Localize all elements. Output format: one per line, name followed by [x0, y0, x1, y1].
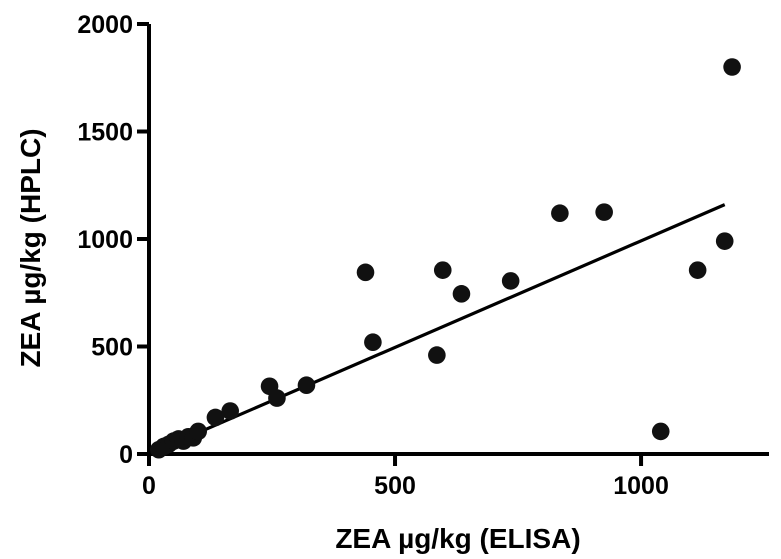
data-point	[501, 272, 520, 290]
data-point	[428, 346, 446, 364]
data-point	[715, 232, 734, 250]
data-point	[206, 408, 225, 427]
x-axis-ticks: 0 500 1000	[142, 454, 669, 500]
data-point	[651, 422, 670, 441]
data-point	[268, 389, 286, 407]
data-point	[433, 261, 452, 279]
data-point	[356, 263, 375, 282]
trendline-layer	[155, 203, 726, 453]
data-point	[688, 261, 707, 279]
y-tick-label: 0	[119, 441, 133, 469]
y-tick-label: 1500	[77, 119, 133, 147]
data-point	[452, 285, 471, 303]
y-axis-title: ZEA µg/kg (HPLC)	[15, 128, 46, 367]
y-tick-label: 2000	[77, 11, 133, 39]
data-point	[723, 58, 741, 76]
axes: 0 500 1000 1500 2000 0 500 1000	[77, 11, 769, 500]
x-tick-label: 0	[142, 472, 156, 500]
x-tick-label: 500	[374, 472, 416, 500]
data-point	[595, 203, 613, 221]
x-tick-label: 1000	[613, 472, 669, 500]
y-tick-label: 1000	[77, 226, 133, 254]
data-point	[551, 204, 569, 222]
regression-line	[155, 203, 726, 453]
data-points	[150, 58, 741, 459]
data-point	[364, 333, 382, 352]
data-point	[297, 376, 316, 395]
y-tick-label: 500	[91, 334, 133, 362]
data-point	[221, 402, 239, 420]
x-axis-title: ZEA µg/kg (ELISA)	[335, 523, 580, 554]
data-point	[189, 422, 208, 441]
y-axis-ticks: 0 500 1000 1500 2000	[77, 11, 149, 469]
